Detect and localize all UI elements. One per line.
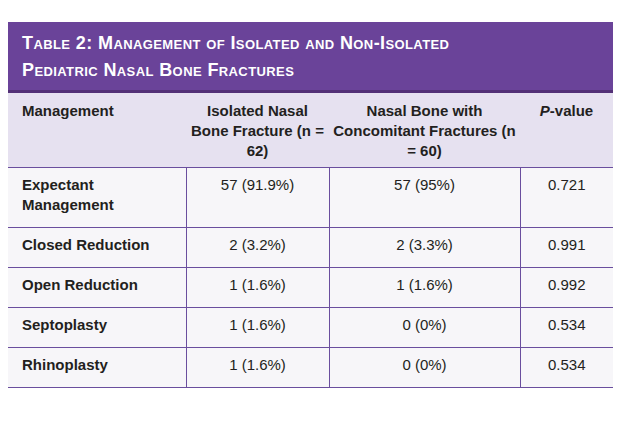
row-label: Septoplasty: [8, 307, 186, 347]
table-row-septoplasty: Septoplasty 1 (1.6%) 0 (0%) 0.534: [8, 307, 613, 347]
table-title-line-2: Pediatric Nasal Bone Fractures: [22, 57, 599, 84]
cell-pvalue: 0.721: [520, 167, 613, 227]
cell-concomitant: 1 (1.6%): [329, 267, 520, 307]
cell-isolated: 57 (91.9%): [186, 167, 329, 227]
cell-concomitant: 0 (0%): [329, 307, 520, 347]
column-header-isolated: Isolated Nasal Bone Fracture (n = 62): [186, 93, 329, 167]
column-header-concomitant: Nasal Bone with Concomitant Fractures (n…: [329, 93, 520, 167]
pvalue-italic-p: P: [540, 102, 550, 119]
cell-isolated: 1 (1.6%): [186, 307, 329, 347]
row-label: Closed Reduction: [8, 227, 186, 267]
cell-concomitant: 0 (0%): [329, 347, 520, 387]
table-row-closed-reduction: Closed Reduction 2 (3.2%) 2 (3.3%) 0.991: [8, 227, 613, 267]
row-label: Rhinoplasty: [8, 347, 186, 387]
cell-pvalue: 0.991: [520, 227, 613, 267]
table-title-line-1: Table 2: Management of Isolated and Non-…: [22, 30, 599, 57]
header-row: Management Isolated Nasal Bone Fracture …: [8, 93, 613, 167]
cell-isolated: 1 (1.6%): [186, 347, 329, 387]
column-header-pvalue: P-value: [520, 93, 613, 167]
pvalue-rest: -value: [550, 102, 593, 119]
row-label: Expectant Management: [8, 167, 186, 227]
cell-concomitant: 2 (3.3%): [329, 227, 520, 267]
column-header-management: Management: [8, 93, 186, 167]
table-row-expectant-management: Expectant Management 57 (91.9%) 57 (95%)…: [8, 167, 613, 227]
table-row-open-reduction: Open Reduction 1 (1.6%) 1 (1.6%) 0.992: [8, 267, 613, 307]
management-table: Management Isolated Nasal Bone Fracture …: [8, 93, 613, 388]
cell-concomitant: 57 (95%): [329, 167, 520, 227]
cell-isolated: 1 (1.6%): [186, 267, 329, 307]
cell-isolated: 2 (3.2%): [186, 227, 329, 267]
table-title-banner: Table 2: Management of Isolated and Non-…: [8, 22, 613, 93]
cell-pvalue: 0.534: [520, 307, 613, 347]
row-label: Open Reduction: [8, 267, 186, 307]
table-row-rhinoplasty: Rhinoplasty 1 (1.6%) 0 (0%) 0.534: [8, 347, 613, 387]
cell-pvalue: 0.534: [520, 347, 613, 387]
cell-pvalue: 0.992: [520, 267, 613, 307]
